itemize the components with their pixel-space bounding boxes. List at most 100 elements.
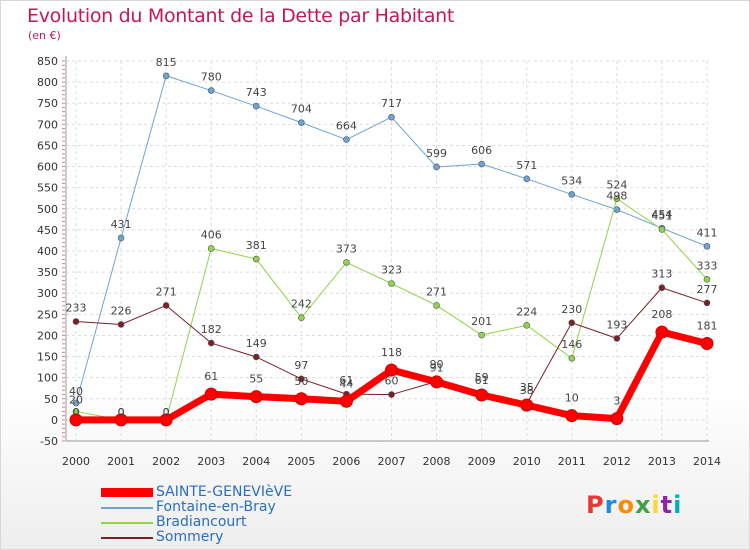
data-point-series-0 [114,413,128,427]
data-label-series-1: 815 [156,56,177,69]
y-tick-label: 200 [37,329,58,342]
data-label-series-3: 271 [156,285,177,298]
proxiti-logo: Proxiti [586,491,682,519]
data-point-series-2 [252,255,260,263]
data-label-series-0: 10 [565,392,579,405]
data-point-series-2 [343,259,350,266]
data-point-series-2 [298,314,305,322]
data-label-series-1: 411 [697,226,718,239]
data-label-series-1: 606 [471,144,492,157]
data-label-series-2: 242 [291,298,312,311]
data-label-series-0: 35 [520,381,534,394]
x-tick-label: 2002 [152,455,180,468]
data-label-series-3: 277 [697,283,718,296]
data-label-series-0: 90 [430,358,444,371]
data-label-series-3: 233 [66,302,87,315]
x-tick-label: 2011 [558,455,586,468]
legend-swatch [101,537,153,539]
data-label-series-2: 451 [651,209,672,222]
x-tick-label: 2004 [242,455,270,468]
data-point-series-1 [568,191,576,198]
data-point-series-1 [388,113,395,121]
data-label-series-0: 181 [697,319,718,332]
y-tick-label: 600 [37,161,58,174]
data-label-series-0: 61 [204,370,218,383]
data-point-series-1 [162,72,170,80]
data-label-series-3: 61 [475,374,489,387]
y-tick-label: 150 [37,351,58,364]
legend-swatch [101,507,153,509]
y-tick-label: -50 [40,435,58,448]
data-label-series-2: 201 [471,315,492,328]
legend-label: Bradiancourt [156,514,247,530]
y-tick-label: 700 [37,118,58,131]
data-label-series-3: 226 [111,304,132,317]
data-point-series-1 [343,136,350,143]
data-point-series-3 [252,353,260,361]
legend-label: Fontaine-en-Bray [156,499,276,515]
x-tick-label: 2006 [332,455,360,468]
logo-letter: i [673,491,683,519]
data-point-series-2 [658,226,666,233]
data-point-series-3 [117,321,125,328]
data-point-series-0 [294,392,308,406]
data-label-series-0: 3 [613,395,620,408]
data-point-series-2 [703,275,711,283]
data-point-series-0 [385,363,398,377]
data-label-series-3: 193 [606,318,627,331]
data-label-series-1: 498 [606,190,627,203]
data-point-series-0 [700,336,714,350]
y-tick-label: 50 [44,393,58,406]
y-tick-label: 250 [37,308,58,321]
data-label-series-2: 406 [201,228,222,241]
data-label-series-2: 333 [697,259,718,272]
data-label-series-2: 20 [69,393,83,406]
data-label-series-0: 59 [475,371,489,384]
data-point-series-1 [703,243,711,250]
data-label-series-2: 146 [561,338,582,351]
data-label-series-1: 599 [426,147,447,160]
x-tick-label: 2014 [693,455,721,468]
data-point-series-0 [520,398,534,412]
data-label-series-1: 454 [651,208,672,221]
legend-swatch [101,488,153,497]
data-label-series-3: 149 [246,337,267,350]
data-label-series-2: 381 [246,239,267,252]
x-tick-label: 2001 [107,455,135,468]
data-point-series-1 [252,102,260,110]
data-label-series-1: 664 [336,120,357,133]
data-point-series-1 [433,163,440,171]
data-point-series-3 [568,319,576,327]
chart-unit: (en €) [28,29,61,42]
data-point-series-0 [430,375,444,389]
x-tick-label: 2012 [603,455,631,468]
data-point-series-2 [613,195,621,202]
data-point-series-0 [339,394,353,408]
data-point-series-2 [388,280,395,287]
x-tick-label: 2000 [62,455,90,468]
y-tick-label: 500 [37,203,58,216]
data-label-series-2: 0 [118,406,125,419]
data-point-series-3 [658,284,666,292]
x-tick-label: 2009 [468,455,496,468]
data-point-series-3 [613,335,621,342]
line-chart: -500501001502002503003504004505005506006… [37,55,721,468]
y-tick-label: 350 [37,266,58,279]
data-point-series-2 [433,302,440,309]
data-point-series-3 [388,391,395,398]
data-label-series-3: 313 [651,268,672,281]
data-point-series-0 [69,413,83,427]
x-tick-label: 2013 [648,455,676,468]
y-tick-label: 650 [37,139,58,152]
data-label-series-2: 271 [426,285,447,298]
y-tick-label: 750 [37,97,58,110]
data-label-series-3: 97 [294,359,308,372]
data-label-series-1: 743 [246,86,267,99]
legend-label: SAINTE-GENEVIèVE [156,484,293,500]
data-point-series-1 [298,119,305,126]
data-label-series-2: 373 [336,242,357,255]
x-tick-label: 2005 [287,455,315,468]
data-point-series-1 [117,234,125,242]
x-tick-label: 2007 [378,455,406,468]
logo-letter: P [586,491,605,519]
